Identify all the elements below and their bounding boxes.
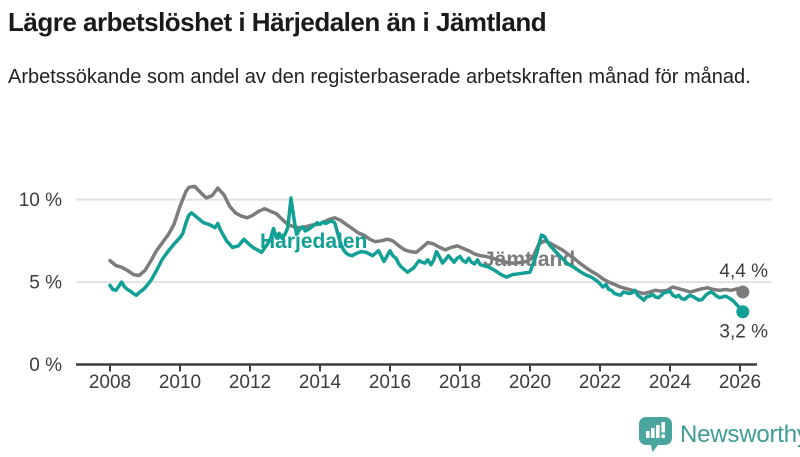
x-tick-label: 2026 (719, 372, 761, 393)
page-title: Lägre arbetslöshet i Härjedalen än i Jäm… (8, 7, 547, 37)
x-tick-label: 2016 (369, 372, 411, 393)
bar-icon-tall (656, 425, 660, 438)
exclamation-dot-icon (661, 434, 666, 439)
jamtland-series-label: Jämtland (483, 248, 575, 271)
line-chart: 2008 2010 2012 2014 2016 2018 2020 2022 2024 2026… (0, 155, 800, 417)
jamtland-end-value-label: 4,4 % (719, 261, 768, 282)
harjedalen-line (108, 196, 745, 314)
line-chart-canvas: 2008 2010 2012 2014 2016 2018 2020 2022 2024 2026… (19, 184, 772, 393)
bubble-shape (639, 417, 672, 453)
x-tick-label: 2018 (439, 372, 481, 393)
chart-page: { "header": { "title": "Lägre arbetslösh… (0, 7, 800, 457)
x-tick-label: 2012 (229, 372, 271, 393)
y-tick-label: 5 % (29, 273, 62, 294)
jamtland-end-dot (736, 285, 750, 299)
harjedalen-end-value-label: 3,2 % (719, 322, 768, 343)
y-tick-label: 0 % (29, 355, 62, 376)
newsworthy-logo: Newsworthy (639, 417, 800, 453)
bar-icon-medium (651, 428, 655, 438)
harjedalen-end-dot (736, 305, 750, 319)
x-tick-label: 2010 (159, 372, 201, 393)
x-tick-label: 2008 (89, 372, 131, 393)
x-tick-label: 2024 (649, 372, 692, 393)
x-tick-label: 2020 (509, 372, 551, 393)
x-tick-label: 2014 (299, 372, 342, 393)
exclamation-bar-icon (661, 422, 665, 433)
page-subtitle: Arbetssökande som andel av den registerb… (8, 66, 751, 88)
harjedalen-series-label: Härjedalen (260, 230, 367, 253)
y-tick-label: 10 % (19, 190, 62, 211)
x-tick-label: 2022 (579, 372, 621, 393)
brand-name: Newsworthy (680, 421, 800, 448)
bar-icon-small (646, 431, 650, 438)
newsworthy-bubble-icon (639, 417, 672, 453)
jamtland-line (108, 184, 745, 296)
